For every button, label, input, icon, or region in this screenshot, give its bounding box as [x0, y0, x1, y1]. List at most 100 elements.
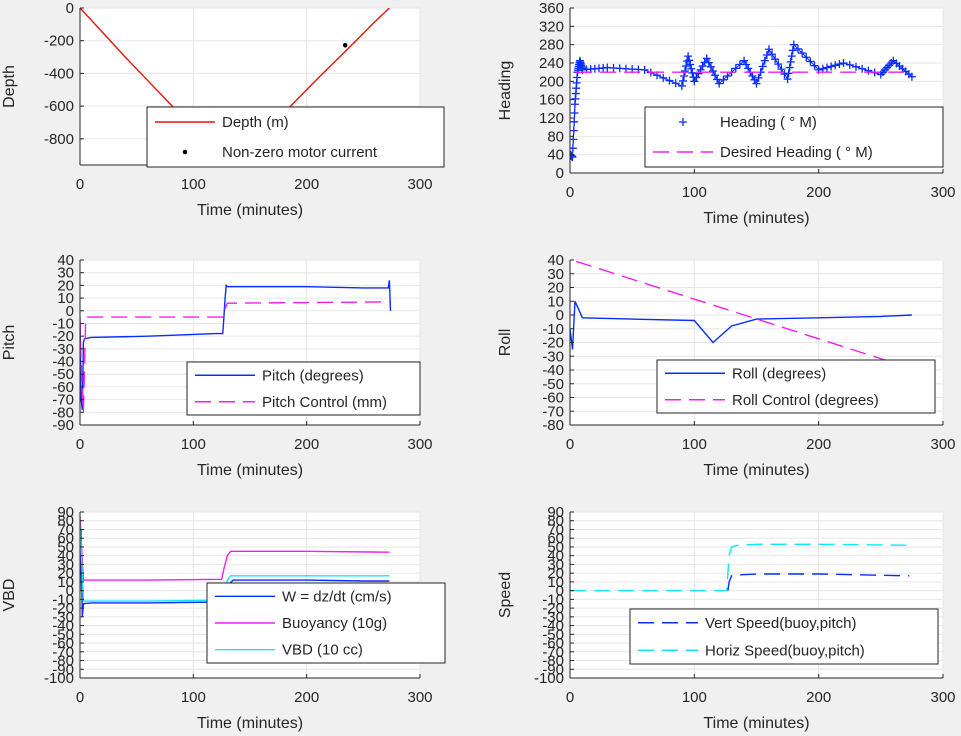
series-heading-0-marker	[851, 62, 860, 71]
x-tick-label: 0	[566, 436, 574, 453]
y-tick-label: -60	[52, 635, 74, 652]
legend-label: Depth (m)	[222, 114, 289, 131]
x-axis-label: Time (minutes)	[703, 462, 809, 479]
x-tick-label: 100	[181, 436, 206, 453]
y-tick-label: 10	[57, 290, 74, 307]
series-heading-0-marker	[708, 67, 717, 76]
series-heading-0-marker	[768, 50, 777, 59]
y-tick-label: 20	[547, 565, 564, 582]
y-tick-label: 60	[57, 530, 74, 547]
y-axis-label: Speed	[497, 572, 514, 618]
legend-box	[146, 106, 445, 168]
legend-marker	[182, 149, 188, 155]
x-tick-label: 0	[76, 176, 84, 193]
series-heading-0-marker	[719, 75, 728, 84]
y-tick-label: -20	[542, 600, 564, 617]
series-heading-0-marker	[771, 55, 780, 64]
legend-label: Roll (degrees)	[732, 365, 826, 382]
x-tick-label: 300	[407, 689, 432, 706]
y-tick-label: -70	[52, 644, 74, 661]
y-tick-label: 20	[547, 280, 564, 297]
y-tick-label: -10	[52, 591, 74, 608]
series-heading-0-marker	[671, 79, 680, 88]
x-axis-label: Time (minutes)	[703, 715, 809, 732]
series-heading-0-marker	[570, 126, 578, 135]
series-heading-0-marker	[640, 65, 649, 74]
legend-heading: Heading ( ° M) Desired Heading ( ° M)	[644, 106, 944, 168]
series-pitch-0-line	[80, 280, 392, 410]
series-heading-0-marker	[704, 58, 713, 67]
y-tick-label: 280	[539, 37, 564, 54]
y-axis-label: Pitch	[1, 325, 18, 361]
x-tick-label: 0	[76, 689, 84, 706]
series-heading-0-marker	[723, 71, 732, 80]
y-tick-label: 50	[547, 539, 564, 556]
y-tick-label: 30	[547, 556, 564, 573]
y-tick-label: -40	[542, 618, 564, 635]
y-axis-label: VBD	[1, 579, 18, 612]
series-heading-0-marker	[752, 79, 761, 88]
series-heading-0-marker	[711, 71, 720, 80]
legend-label: VBD (10 cc)	[282, 642, 363, 659]
series-heading-0-marker	[827, 62, 836, 71]
y-tick-label: 30	[547, 266, 564, 283]
y-tick-label: -50	[542, 626, 564, 643]
y-tick-label: 80	[547, 128, 564, 145]
x-tick-label: 200	[806, 184, 831, 201]
series-heading-0-marker	[687, 64, 696, 73]
y-tick-label: -20	[52, 328, 74, 345]
y-tick-label: 90	[547, 504, 564, 521]
legend-label: Vert Speed(buoy,pitch)	[705, 615, 856, 632]
series-heading-0-marker	[788, 46, 797, 55]
y-tick-label: -90	[52, 417, 74, 434]
y-axis-label: Heading	[497, 61, 514, 121]
y-tick-label: 0	[66, 0, 74, 17]
y-tick-label: -50	[52, 626, 74, 643]
y-tick-label: 40	[547, 548, 564, 565]
x-axis-label: Time (minutes)	[197, 462, 303, 479]
data-layer	[570, 40, 916, 161]
y-tick-label: 30	[57, 556, 74, 573]
y-tick-label: 70	[547, 521, 564, 538]
series-pitch-1-line	[80, 301, 390, 413]
series-heading-0-marker	[684, 52, 693, 61]
y-tick-label: 80	[547, 513, 564, 530]
y-tick-label: -90	[542, 661, 564, 678]
series-heading-0-marker	[793, 44, 802, 53]
y-tick-label: -10	[52, 315, 74, 332]
x-tick-label: 200	[294, 176, 319, 193]
series-heading-0-marker	[787, 52, 796, 61]
series-heading-0-marker	[665, 76, 674, 85]
y-tick-label: -80	[542, 653, 564, 670]
series-heading-0-marker	[659, 73, 668, 82]
x-tick-label: 300	[930, 689, 955, 706]
y-tick-label: 160	[539, 92, 564, 109]
legend-box	[656, 359, 936, 414]
series-heading-0-marker	[839, 59, 848, 67]
y-tick-label: 50	[57, 539, 74, 556]
x-tick-label: 300	[930, 184, 955, 201]
y-tick-label: 0	[66, 583, 74, 600]
x-tick-label: 0	[76, 436, 84, 453]
y-tick-label: -600	[44, 98, 74, 115]
y-tick-label: -50	[542, 376, 564, 393]
series-heading-0-marker	[810, 61, 819, 70]
y-tick-label: 360	[539, 0, 564, 17]
y-tick-label: -30	[542, 348, 564, 365]
y-tick-label: 10	[547, 574, 564, 591]
y-tick-label: 0	[556, 583, 564, 600]
series-roll-1-line	[575, 260, 913, 370]
legend-box	[644, 106, 944, 168]
y-tick-label: 10	[57, 574, 74, 591]
y-tick-label: -50	[52, 366, 74, 383]
legend-marker	[679, 118, 687, 126]
y-tick-label: 40	[547, 147, 564, 164]
y-tick-label: 20	[57, 565, 74, 582]
y-tick-label: 60	[547, 530, 564, 547]
chart-speed: 0 100 200 3009080706050403020100-10-20-30-4…	[497, 504, 956, 732]
chart-heading: 0 100 200 30004080120160200240280320360Time…	[497, 0, 956, 227]
x-tick-label: 300	[930, 436, 955, 453]
series-heading-0-marker	[760, 56, 769, 65]
legend-label: Pitch Control (mm)	[262, 394, 387, 411]
